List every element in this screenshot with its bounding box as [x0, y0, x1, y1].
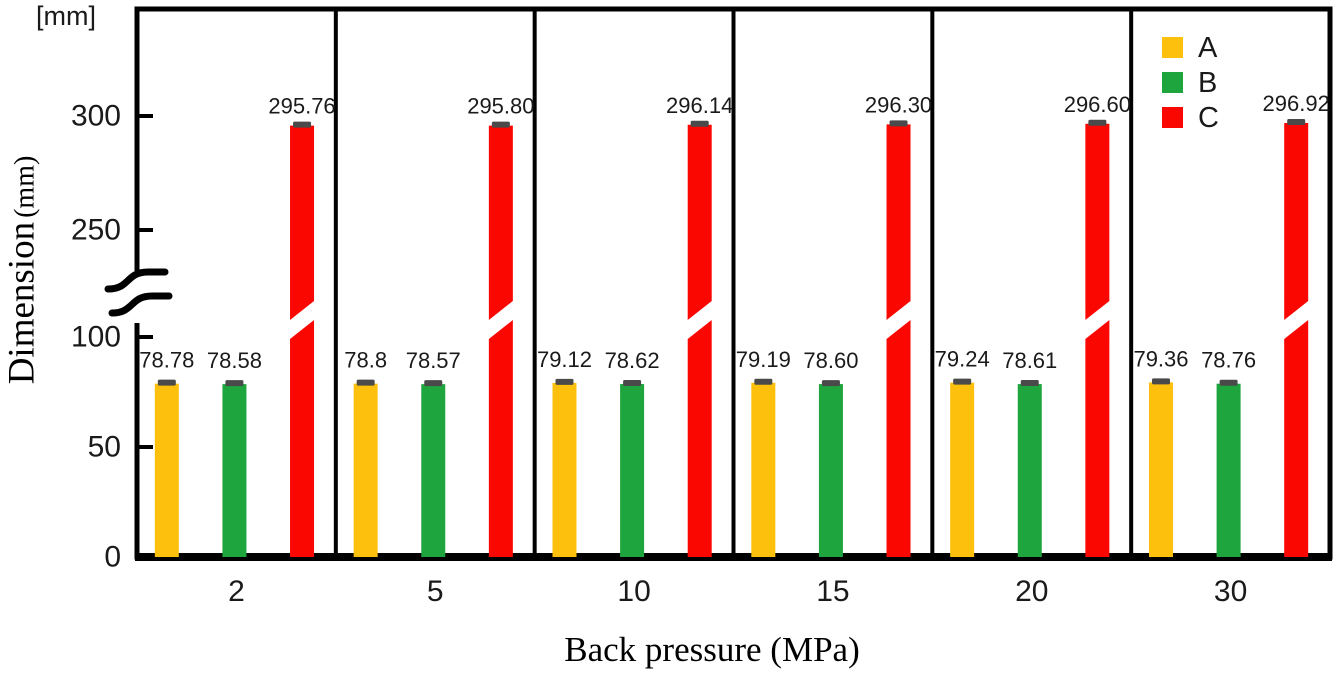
- bar-C-2-upper: [290, 125, 315, 320]
- error-cap-C-15: [889, 120, 908, 127]
- bar-value-label: 78.78: [139, 348, 194, 373]
- bar-C-15-lower: [886, 320, 911, 557]
- legend-label-C: C: [1198, 102, 1219, 134]
- bar-A-30: [1148, 382, 1173, 557]
- bar-B-30: [1216, 383, 1241, 557]
- bar-C-10-lower: [687, 320, 712, 557]
- bar-value-label: 79.36: [1133, 346, 1188, 371]
- bar-value-label: 78.8: [344, 348, 387, 373]
- bar-value-label: 78.58: [207, 348, 262, 373]
- error-cap-B-5: [424, 380, 443, 387]
- bar-value-label: 296.14: [666, 93, 733, 118]
- axis-break-squiggle-upper: [104, 268, 169, 293]
- error-cap-C-5: [491, 121, 510, 128]
- bar-value-label: 79.12: [537, 347, 592, 372]
- error-cap-B-2: [225, 380, 244, 387]
- y-tick-label: 100: [71, 321, 121, 354]
- x-tick-label: 30: [1214, 575, 1247, 608]
- bar-A-10: [552, 382, 577, 557]
- bar-value-label: 79.19: [736, 347, 791, 372]
- y-axis-title: Dimension (mm): [1, 156, 44, 385]
- bar-C-30-upper: [1284, 123, 1309, 320]
- legend-swatch-B: [1162, 72, 1183, 93]
- y-axis-title-unit: (mm): [9, 155, 41, 218]
- error-cap-A-15: [754, 378, 773, 385]
- error-cap-B-30: [1219, 379, 1238, 386]
- legend-label-B: B: [1198, 67, 1217, 99]
- bar-C-15-upper: [886, 124, 911, 320]
- axis-break-squiggle-lower: [108, 292, 173, 317]
- legend-label-A: A: [1198, 32, 1218, 64]
- error-cap-C-30: [1287, 119, 1306, 126]
- x-tick-label: 5: [427, 575, 444, 608]
- bar-B-10: [620, 384, 645, 557]
- error-cap-A-20: [953, 378, 972, 385]
- bar-C-2-lower: [290, 320, 315, 557]
- bar-value-label: 78.60: [803, 348, 858, 373]
- bar-C-20-upper: [1085, 123, 1110, 320]
- bar-B-15: [818, 384, 843, 557]
- y-axis-title-text: Dimension: [1, 221, 43, 385]
- x-tick-label: 20: [1015, 575, 1048, 608]
- bar-C-20-lower: [1085, 320, 1110, 557]
- bar-value-label: 296.30: [865, 92, 932, 117]
- bar-value-label: 296.60: [1064, 92, 1131, 117]
- bar-C-5-upper: [488, 125, 513, 321]
- bar-value-label: 78.61: [1002, 348, 1057, 373]
- x-tick-label: 15: [816, 575, 849, 608]
- y-tick-label: 0: [104, 541, 121, 574]
- x-axis-title: Back pressure (MPa): [564, 630, 860, 669]
- bar-value-label: 78.62: [605, 348, 660, 373]
- bar-value-label: 296.92: [1263, 91, 1330, 116]
- bar-value-label: 295.80: [467, 94, 534, 119]
- bar-C-5-lower: [488, 320, 513, 557]
- error-cap-C-2: [293, 121, 312, 128]
- y-tick-label: 300: [71, 100, 121, 133]
- bar-C-10-upper: [687, 124, 712, 320]
- bar-C-30-lower: [1284, 320, 1309, 557]
- bar-value-label: 295.76: [268, 94, 335, 119]
- bar-value-label: 78.57: [406, 348, 461, 373]
- y-axis-unit-label: [mm]: [36, 1, 96, 31]
- error-cap-B-15: [821, 380, 840, 387]
- x-tick-label: 10: [617, 575, 650, 608]
- error-cap-A-30: [1151, 378, 1170, 385]
- error-cap-A-2: [157, 379, 176, 386]
- error-cap-C-10: [690, 120, 709, 127]
- y-tick-label: 250: [71, 214, 121, 247]
- bar-B-2: [222, 384, 247, 557]
- error-cap-C-20: [1088, 119, 1107, 126]
- legend-swatch-C: [1162, 107, 1183, 128]
- error-cap-B-10: [623, 380, 642, 387]
- bar-value-label: 79.24: [935, 347, 990, 372]
- legend-swatch-A: [1162, 37, 1183, 58]
- bar-A-2: [154, 383, 179, 557]
- bar-B-20: [1017, 384, 1042, 557]
- bar-value-label: 78.76: [1201, 348, 1256, 373]
- bar-A-5: [353, 383, 378, 557]
- error-cap-A-10: [555, 378, 574, 385]
- y-tick-label: 50: [88, 431, 121, 464]
- error-cap-B-20: [1020, 380, 1039, 387]
- error-cap-A-5: [356, 379, 375, 386]
- x-tick-label: 2: [228, 575, 245, 608]
- bar-B-5: [421, 384, 446, 557]
- bar-A-20: [950, 382, 975, 557]
- bar-A-15: [751, 382, 776, 557]
